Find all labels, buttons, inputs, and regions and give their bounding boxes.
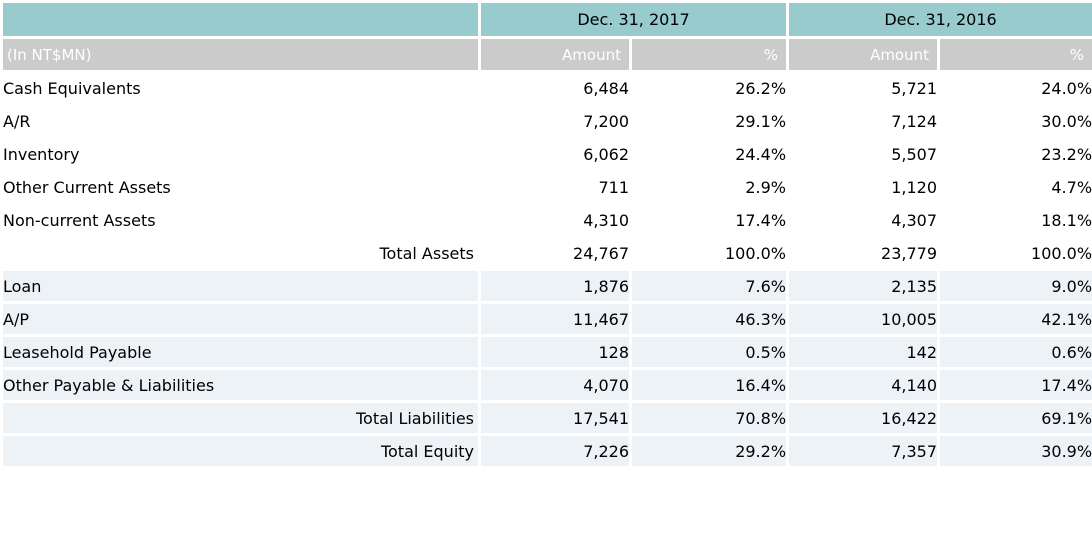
percent-header-2016: % (937, 36, 1092, 73)
row-inventory: Inventory 6,062 24.4% 5,507 23.2% (0, 136, 1092, 172)
cell-pct-2016: 24.0% (937, 70, 1092, 106)
cell-label: Total Liabilities (0, 400, 481, 436)
cell-amount-2016: 4,140 (786, 367, 941, 403)
cell-label: Total Assets (0, 235, 481, 271)
cell-pct-2017: 70.8% (628, 400, 790, 436)
cell-amount-2017: 17,541 (478, 400, 632, 436)
cell-pct-2017: 0.5% (628, 334, 790, 370)
sub-header-row: (In NT$MN) Amount % Amount % (0, 36, 1092, 73)
cell-pct-2016: 30.0% (937, 103, 1092, 139)
row-non-current-assets: Non-current Assets 4,310 17.4% 4,307 18.… (0, 202, 1092, 238)
cell-label: Loan (0, 268, 481, 304)
cell-amount-2017: 24,767 (478, 235, 632, 271)
row-total-liabilities: Total Liabilities 17,541 70.8% 16,422 69… (0, 400, 1092, 436)
cell-pct-2017: 29.1% (628, 103, 790, 139)
cell-amount-2016: 1,120 (786, 169, 941, 205)
cell-amount-2017: 128 (478, 334, 632, 370)
cell-pct-2017: 46.3% (628, 301, 790, 337)
cell-label: A/R (0, 103, 481, 139)
cell-amount-2016: 23,779 (786, 235, 941, 271)
amount-header-2017: Amount (478, 36, 632, 73)
cell-amount-2017: 7,226 (478, 433, 632, 469)
cell-amount-2016: 142 (786, 334, 941, 370)
row-other-payable-liabilities: Other Payable & Liabilities 4,070 16.4% … (0, 367, 1092, 403)
cell-label: Leasehold Payable (0, 334, 481, 370)
col-group-2017: Dec. 31, 2017 (477, 0, 790, 39)
financial-statement-table: Dec. 31, 2017 Dec. 31, 2016 (In NT$MN) A… (0, 0, 1092, 469)
cell-pct-2016: 9.0% (937, 268, 1092, 304)
cell-amount-2016: 4,307 (786, 202, 941, 238)
cell-label: Total Equity (0, 433, 481, 469)
cell-pct-2016: 30.9% (937, 433, 1092, 469)
cell-pct-2016: 17.4% (937, 367, 1092, 403)
row-other-current-assets: Other Current Assets 711 2.9% 1,120 4.7% (0, 169, 1092, 205)
cell-pct-2016: 69.1% (937, 400, 1092, 436)
row-loan: Loan 1,876 7.6% 2,135 9.0% (0, 268, 1092, 304)
cell-amount-2016: 5,721 (786, 70, 941, 106)
cell-amount-2017: 6,484 (478, 70, 632, 106)
cell-amount-2016: 7,357 (786, 433, 941, 469)
cell-pct-2017: 100.0% (628, 235, 790, 271)
col-group-2016: Dec. 31, 2016 (786, 0, 1092, 39)
cell-amount-2017: 4,310 (478, 202, 632, 238)
row-accounts-receivable: A/R 7,200 29.1% 7,124 30.0% (0, 103, 1092, 139)
cell-label: Other Payable & Liabilities (0, 367, 481, 403)
cell-label: Inventory (0, 136, 481, 172)
cell-amount-2017: 4,070 (478, 367, 632, 403)
cell-amount-2017: 711 (478, 169, 632, 205)
cell-pct-2017: 16.4% (628, 367, 790, 403)
column-group-header-row: Dec. 31, 2017 Dec. 31, 2016 (0, 0, 1092, 39)
cell-pct-2017: 7.6% (628, 268, 790, 304)
row-leasehold-payable: Leasehold Payable 128 0.5% 142 0.6% (0, 334, 1092, 370)
row-cash-equivalents: Cash Equivalents 6,484 26.2% 5,721 24.0% (0, 70, 1092, 106)
cell-pct-2016: 23.2% (937, 136, 1092, 172)
cell-amount-2016: 16,422 (786, 400, 941, 436)
row-total-equity: Total Equity 7,226 29.2% 7,357 30.9% (0, 433, 1092, 469)
row-total-assets: Total Assets 24,767 100.0% 23,779 100.0% (0, 235, 1092, 271)
corner-cell (0, 0, 481, 39)
unit-label: (In NT$MN) (0, 36, 481, 73)
cell-pct-2017: 26.2% (628, 70, 790, 106)
cell-amount-2016: 5,507 (786, 136, 941, 172)
cell-amount-2017: 6,062 (478, 136, 632, 172)
amount-header-2016: Amount (786, 36, 941, 73)
cell-pct-2016: 0.6% (937, 334, 1092, 370)
cell-amount-2016: 10,005 (786, 301, 941, 337)
cell-pct-2016: 100.0% (937, 235, 1092, 271)
cell-amount-2017: 7,200 (478, 103, 632, 139)
cell-pct-2017: 17.4% (628, 202, 790, 238)
cell-label: Other Current Assets (0, 169, 481, 205)
cell-label: Cash Equivalents (0, 70, 481, 106)
cell-pct-2016: 42.1% (937, 301, 1092, 337)
cell-pct-2017: 2.9% (628, 169, 790, 205)
percent-header-2017: % (628, 36, 790, 73)
cell-label: Non-current Assets (0, 202, 481, 238)
row-accounts-payable: A/P 11,467 46.3% 10,005 42.1% (0, 301, 1092, 337)
cell-pct-2017: 29.2% (628, 433, 790, 469)
cell-amount-2016: 7,124 (786, 103, 941, 139)
cell-amount-2017: 11,467 (478, 301, 632, 337)
cell-label: A/P (0, 301, 481, 337)
cell-pct-2017: 24.4% (628, 136, 790, 172)
cell-pct-2016: 18.1% (937, 202, 1092, 238)
cell-amount-2016: 2,135 (786, 268, 941, 304)
cell-amount-2017: 1,876 (478, 268, 632, 304)
cell-pct-2016: 4.7% (937, 169, 1092, 205)
